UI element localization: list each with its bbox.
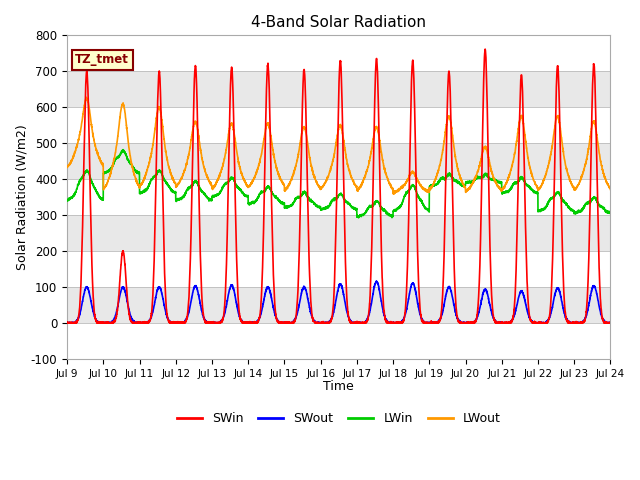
Legend: SWin, SWout, LWin, LWout: SWin, SWout, LWin, LWout: [172, 407, 506, 430]
Bar: [67, 323, 611, 359]
Bar: [67, 287, 611, 323]
Y-axis label: Solar Radiation (W/m2): Solar Radiation (W/m2): [15, 124, 28, 270]
X-axis label: Time: Time: [323, 380, 354, 393]
Bar: [67, 179, 611, 215]
Text: TZ_tmet: TZ_tmet: [76, 53, 129, 66]
Bar: [67, 251, 611, 287]
Bar: [67, 215, 611, 251]
Bar: [67, 143, 611, 179]
Bar: [67, 107, 611, 143]
Title: 4-Band Solar Radiation: 4-Band Solar Radiation: [252, 15, 426, 30]
Bar: [67, 72, 611, 107]
Bar: [67, 36, 611, 72]
